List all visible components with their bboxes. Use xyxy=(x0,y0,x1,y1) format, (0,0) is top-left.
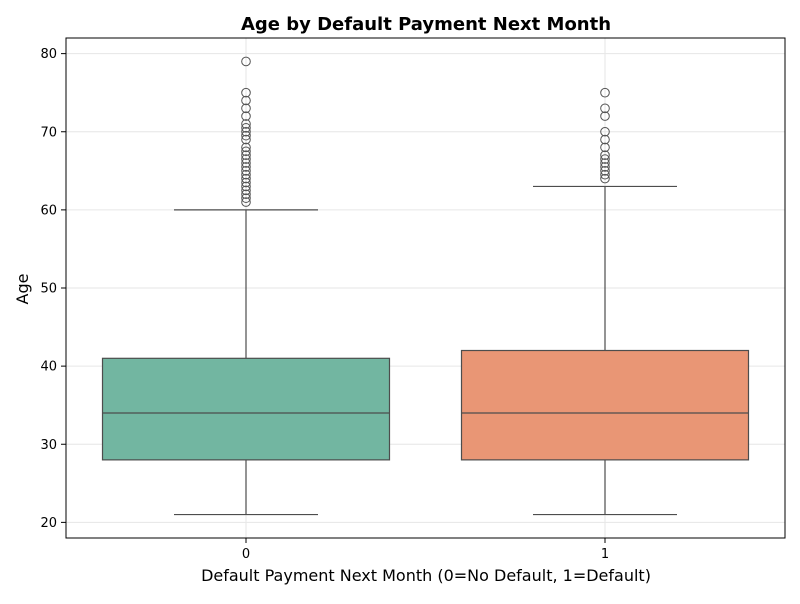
outlier-point xyxy=(241,95,251,106)
y-tick-label: 40 xyxy=(40,360,57,375)
x-tick-label: 1 xyxy=(601,547,609,562)
outlier-point xyxy=(241,173,251,184)
outlier-point xyxy=(241,130,251,141)
x-axis-label: Default Payment Next Month (0=No Default… xyxy=(201,566,651,585)
outlier-point xyxy=(600,126,610,137)
y-tick-label: 70 xyxy=(40,125,57,140)
outlier-point xyxy=(600,166,610,176)
outlier-point xyxy=(241,166,251,176)
outlier-point xyxy=(241,134,251,145)
box-iqr xyxy=(101,357,391,461)
outlier-point xyxy=(600,111,610,121)
outlier-point xyxy=(241,56,251,67)
outlier-point xyxy=(241,154,251,164)
box-iqr xyxy=(460,349,750,461)
outlier-point xyxy=(241,126,251,137)
outlier-point xyxy=(241,150,251,160)
outlier-point xyxy=(241,119,251,129)
outlier-point xyxy=(241,162,251,172)
grid-layer xyxy=(66,38,785,538)
outlier-point xyxy=(241,185,251,196)
outlier-point xyxy=(600,150,610,160)
tick-layer: 20 30 40 50 60 70 80 0 1 xyxy=(40,47,609,562)
y-tick-label: 20 xyxy=(40,516,57,531)
outlier-point xyxy=(241,181,251,192)
outlier-point xyxy=(241,189,251,200)
chart-title: Age by Default Payment Next Month xyxy=(241,14,611,35)
outlier-point xyxy=(600,158,610,168)
outlier-point xyxy=(600,87,610,98)
y-tick-label: 50 xyxy=(40,282,57,297)
outlier-point xyxy=(600,134,610,145)
outlier-point xyxy=(241,177,251,188)
outlier-point xyxy=(600,103,610,114)
outlier-point xyxy=(241,123,251,133)
y-tick-label: 80 xyxy=(40,47,57,62)
outlier-point xyxy=(600,154,610,164)
outlier-point xyxy=(241,87,251,98)
outlier-point xyxy=(241,158,251,168)
y-tick-label: 60 xyxy=(40,203,57,218)
outlier-point xyxy=(241,111,251,121)
outlier-point xyxy=(600,162,610,172)
y-axis-label: Age xyxy=(13,274,32,305)
outlier-point xyxy=(241,103,251,114)
outlier-point xyxy=(241,193,251,203)
x-tick-label: 0 xyxy=(242,547,250,562)
outlier-point xyxy=(600,169,610,180)
outlier-point xyxy=(600,173,610,184)
outlier-point xyxy=(241,142,251,153)
outlier-point xyxy=(600,142,610,153)
outlier-point xyxy=(241,169,251,180)
box-layer xyxy=(101,56,750,516)
outlier-point xyxy=(241,146,251,157)
y-tick-label: 30 xyxy=(40,438,57,453)
outlier-point xyxy=(241,197,251,207)
